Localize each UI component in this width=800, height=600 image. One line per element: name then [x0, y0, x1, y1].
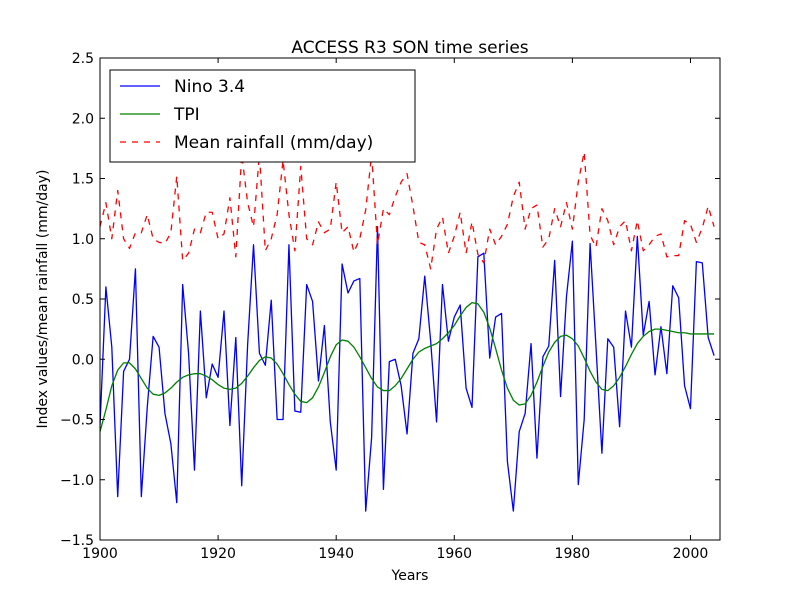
y-tick-label: 2.0: [72, 111, 94, 127]
series-line-nino-3-4: [100, 226, 715, 512]
legend-label: Mean rainfall (mm/day): [174, 133, 373, 153]
x-tick-label: 2000: [673, 546, 709, 562]
y-tick-label: −1.0: [60, 473, 94, 489]
legend-box: [109, 69, 416, 163]
y-tick-label: 1.0: [72, 232, 94, 248]
legend-label: Nino 3.4: [174, 77, 245, 97]
series-line-mean-rainfall-mm-day: [100, 151, 715, 270]
chart-title: ACCESS R3 SON time series: [291, 38, 528, 58]
axes: 1900 1920 1940 1960 1980 2000 −1.5 −1.0 −0.5 0.0 0…: [60, 51, 721, 562]
legend-label: TPI: [173, 105, 200, 125]
x-tick-label: 1980: [555, 546, 591, 562]
y-tick-label: 1.5: [72, 172, 94, 188]
y-tick-label: 2.5: [72, 51, 94, 67]
plot-area: [100, 151, 715, 512]
series-line-tpi: [100, 301, 715, 432]
y-tick-label: 0.0: [72, 352, 94, 368]
legend: Nino 3.4 TPI Mean rainfall (mm/day): [109, 69, 416, 163]
x-tick-label: 1940: [318, 546, 354, 562]
y-tick-label: 0.5: [72, 292, 94, 308]
x-axis-label: Years: [391, 568, 429, 584]
y-tick-label: −1.5: [60, 533, 94, 549]
x-tick-label: 1920: [200, 546, 236, 562]
y-tick-label: −0.5: [60, 413, 94, 429]
x-tick-label: 1960: [436, 546, 472, 562]
y-axis-label: Index values/mean rainfall (mm/day): [35, 170, 51, 429]
x-tick-label: 1900: [82, 546, 118, 562]
